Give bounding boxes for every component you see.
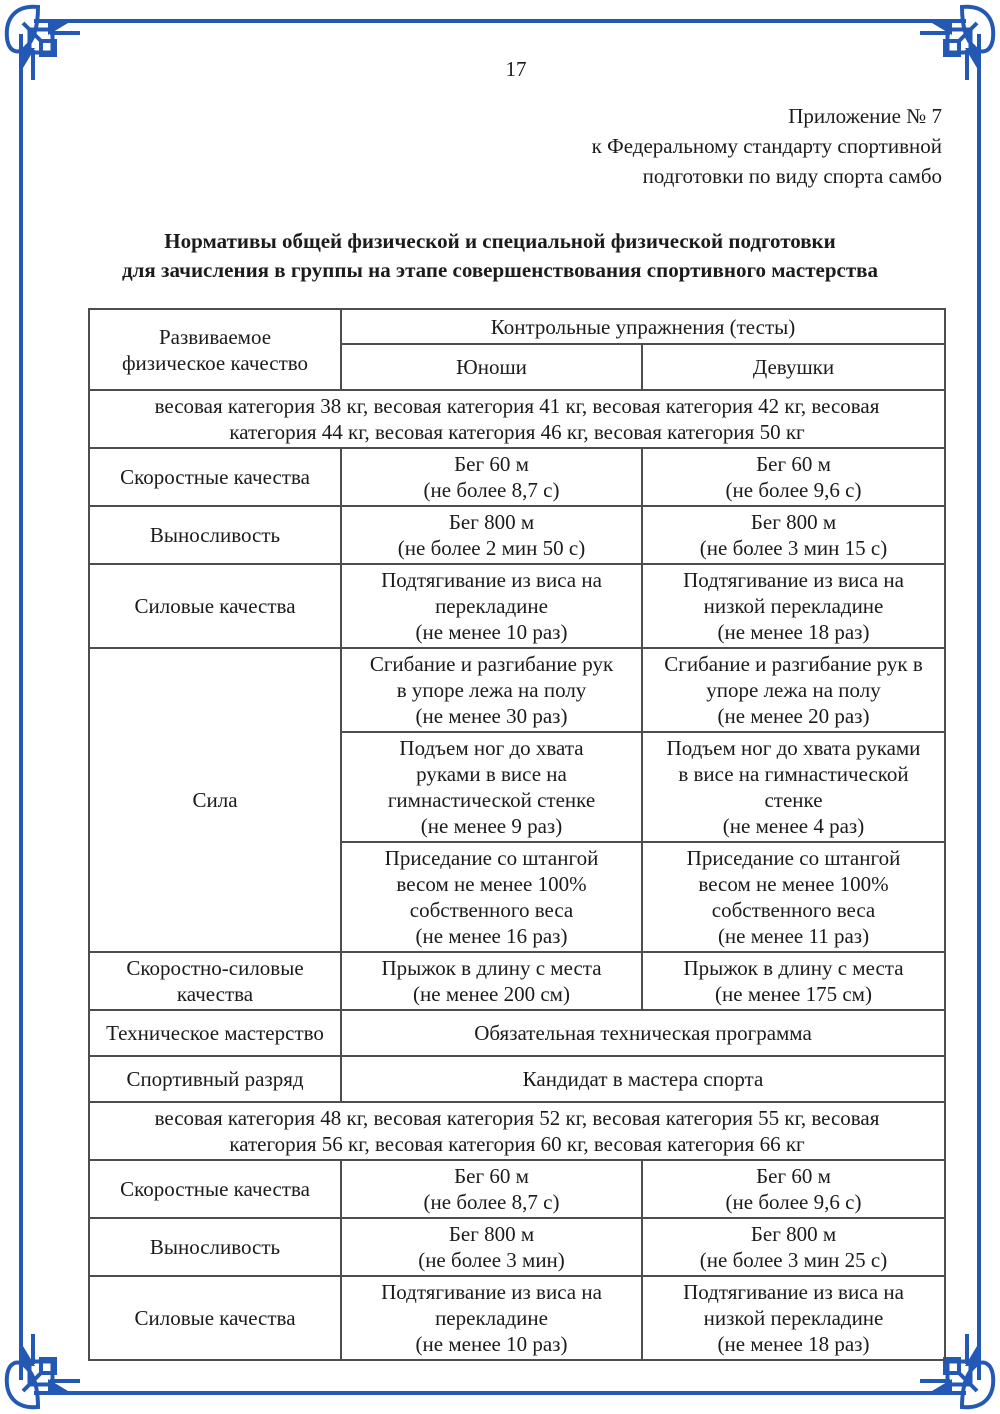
weight-categories-cell: весовая категория 38 кг, весовая категор…: [88, 389, 946, 449]
quality-cell: Скоростные качества: [88, 1159, 342, 1219]
quality-cell: Сила: [88, 647, 342, 953]
table-row-sila-squats: Приседание со штангой весом не менее 100…: [89, 841, 946, 953]
table-row-endurance-1: Выносливость Бег 800 м (не более 2 мин 5…: [88, 505, 946, 565]
table-row-technical-mastery: Техническое мастерство Обязательная техн…: [88, 1009, 946, 1057]
table-row-endurance-2: Выносливость Бег 800 м (не более 3 мин) …: [88, 1217, 946, 1277]
header-tests-cell: Контрольные упражнения (тесты): [340, 308, 946, 345]
boys-cell: Прыжок в длину с места (не менее 200 см): [340, 951, 643, 1011]
quality-cell: Выносливость: [88, 1217, 342, 1277]
document-title-line: для зачисления в группы на этапе соверше…: [121, 258, 879, 282]
header-boys-cell: Юноши: [340, 343, 643, 391]
corner-ornament-icon: [904, 1318, 996, 1410]
weight-categories-cell: весовая категория 48 кг, весовая категор…: [88, 1101, 946, 1161]
header-girls-cell: Девушки: [641, 343, 946, 391]
table-header-row-2: Юноши Девушки: [89, 343, 946, 391]
table-header-row-1: Развиваемое физическое качество Контроль…: [88, 308, 946, 391]
boys-cell: Бег 800 м (не более 2 мин 50 с): [340, 505, 643, 565]
corner-ornament-icon: [904, 4, 996, 96]
appendix-line: к Федеральному стандарту спортивной: [591, 134, 942, 158]
quality-cell: Скоростные качества: [88, 447, 342, 507]
quality-cell: Силовые качества: [88, 563, 342, 649]
standards-table: Развиваемое физическое качество Контроль…: [88, 308, 946, 1361]
boys-cell: Подтягивание из виса на перекладине (не …: [340, 1275, 643, 1361]
appendix-block: Приложение № 7 к Федеральному стандарту …: [592, 101, 942, 191]
document-title: Нормативы общей физической и специальной…: [60, 227, 940, 285]
girls-cell: Приседание со штангой весом не менее 100…: [641, 841, 946, 953]
girls-cell: Бег 60 м (не более 9,6 с): [641, 447, 946, 507]
table-row-sila-leg-raises: Подъем ног до хвата руками в висе на гим…: [89, 731, 946, 843]
boys-cell: Бег 60 м (не более 8,7 с): [340, 447, 643, 507]
frame-edge-bottom: [90, 1391, 910, 1395]
girls-cell: Сгибание и разгибание рук в упоре лежа н…: [641, 647, 946, 733]
quality-cell: Выносливость: [88, 505, 342, 565]
boys-cell: Бег 800 м (не более 3 мин): [340, 1217, 643, 1277]
merged-value-cell: Кандидат в мастера спорта: [340, 1055, 946, 1103]
quality-cell: Силовые качества: [88, 1275, 342, 1361]
boys-cell: Подъем ног до хвата руками в висе на гим…: [340, 731, 643, 843]
boys-cell: Бег 60 м (не более 8,7 с): [340, 1159, 643, 1219]
table-row-sport-rank: Спортивный разряд Кандидат в мастера спо…: [88, 1055, 946, 1103]
document-title-line: Нормативы общей физической и специальной…: [164, 229, 836, 253]
girls-cell: Подтягивание из виса на низкой переклади…: [641, 563, 946, 649]
table-row-sila-pushups: Сила Сгибание и разгибание рук в упоре л…: [88, 647, 946, 953]
table-row-speed-2: Скоростные качества Бег 60 м (не более 8…: [88, 1159, 946, 1219]
table-row-speed-1: Скоростные качества Бег 60 м (не более 8…: [88, 447, 946, 507]
corner-ornament-icon: [4, 4, 96, 96]
boys-cell: Приседание со штангой весом не менее 100…: [340, 841, 643, 953]
frame-edge-right: [977, 90, 981, 1324]
header-quality-cell: Развиваемое физическое качество: [88, 308, 342, 391]
table-row-strength-qualities-1: Силовые качества Подтягивание из виса на…: [88, 563, 946, 649]
girls-cell: Подъем ног до хвата руками в висе на гим…: [641, 731, 946, 843]
table-row-strength-qualities-2: Силовые качества Подтягивание из виса на…: [88, 1275, 946, 1361]
girls-cell: Бег 800 м (не более 3 мин 25 с): [641, 1217, 946, 1277]
girls-cell: Бег 60 м (не более 9,6 с): [641, 1159, 946, 1219]
page-number: 17: [505, 57, 527, 81]
corner-ornament-icon: [4, 1318, 96, 1410]
boys-cell: Подтягивание из виса на перекладине (не …: [340, 563, 643, 649]
quality-cell: Спортивный разряд: [88, 1055, 342, 1103]
merged-value-cell: Обязательная техническая программа: [340, 1009, 946, 1057]
frame-edge-left: [19, 90, 23, 1324]
weight-categories-row-2: весовая категория 48 кг, весовая категор…: [88, 1101, 946, 1161]
appendix-line: Приложение № 7: [788, 104, 942, 128]
quality-cell: Техническое мастерство: [88, 1009, 342, 1057]
frame-edge-top: [90, 19, 910, 23]
boys-cell: Сгибание и разгибание рук в упоре лежа н…: [340, 647, 643, 733]
girls-cell: Бег 800 м (не более 3 мин 15 с): [641, 505, 946, 565]
weight-categories-row-1: весовая категория 38 кг, весовая категор…: [88, 389, 946, 449]
girls-cell: Прыжок в длину с места (не менее 175 см): [641, 951, 946, 1011]
appendix-line: подготовки по виду спорта самбо: [642, 164, 942, 188]
quality-cell: Скоростно-силовые качества: [88, 951, 342, 1011]
table-row-speed-power: Скоростно-силовые качества Прыжок в длин…: [88, 951, 946, 1011]
girls-cell: Подтягивание из виса на низкой переклади…: [641, 1275, 946, 1361]
